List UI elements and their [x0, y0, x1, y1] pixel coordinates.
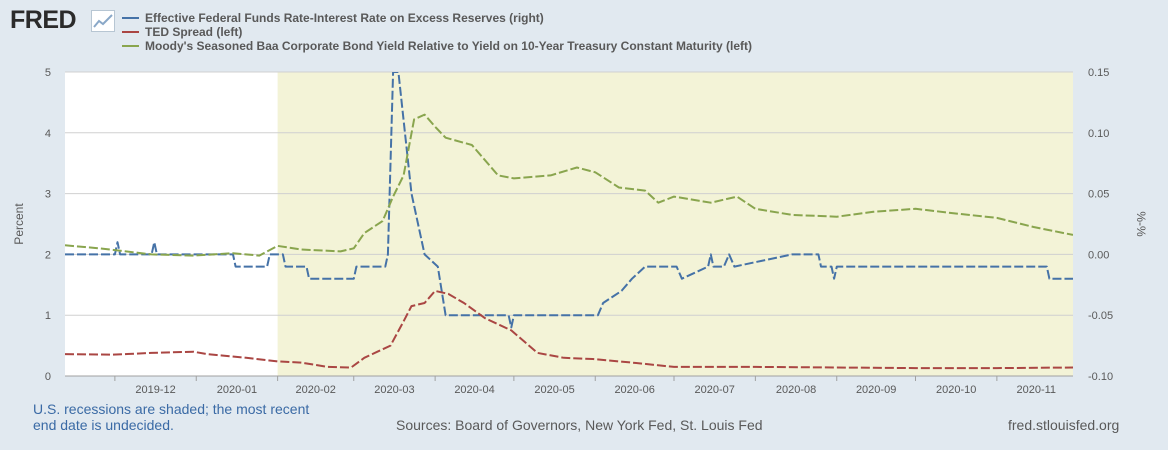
x-tick-label: 2020-01: [217, 384, 257, 396]
series-line-1[interactable]: [65, 289, 1073, 370]
chart-legend: Effective Federal Funds Rate-Interest Ra…: [122, 11, 752, 53]
left-tick-label: 2: [45, 249, 51, 261]
right-tick-label: -0.05: [1088, 310, 1113, 322]
legend-label: TED Spread (left): [145, 25, 243, 39]
x-tick-label: 2020-10: [936, 384, 976, 396]
legend-swatch-red: [122, 31, 139, 33]
legend-item-ted-spread[interactable]: TED Spread (left): [122, 25, 752, 39]
legend-swatch-blue: [122, 17, 139, 19]
x-tick-label: 2020-09: [856, 384, 896, 396]
x-tick-label: 2020-02: [296, 384, 336, 396]
legend-label: Moody's Seasoned Baa Corporate Bond Yiel…: [145, 39, 752, 53]
right-tick-label: 0.05: [1088, 189, 1109, 201]
x-tick-label: 2020-11: [1016, 384, 1056, 396]
recession-shading: [277, 72, 1073, 376]
legend-item-ffr-ioer[interactable]: Effective Federal Funds Rate-Interest Ra…: [122, 11, 752, 25]
legend-item-baa-spread[interactable]: Moody's Seasoned Baa Corporate Bond Yiel…: [122, 39, 752, 53]
fred-logo-chart-icon: [91, 10, 115, 32]
x-tick-label: 2020-06: [614, 384, 654, 396]
x-tick-label: 2020-04: [454, 384, 494, 396]
left-tick-label: 1: [45, 310, 51, 322]
left-tick-label: 3: [45, 189, 51, 201]
x-tick-label: 2019-12: [135, 384, 175, 396]
sources-text: Sources: Board of Governors, New York Fe…: [396, 417, 763, 433]
right-tick-label: 0.10: [1088, 128, 1109, 140]
x-tick-label: 2020-08: [776, 384, 816, 396]
left-tick-label: 4: [45, 128, 51, 140]
right-tick-label: 0.15: [1088, 67, 1109, 79]
legend-swatch-green: [122, 45, 139, 47]
x-tick-label: 2020-05: [534, 384, 574, 396]
left-axis-title: Percent: [12, 203, 26, 245]
fred-logo[interactable]: FRED: [10, 6, 77, 34]
x-tick-label: 2020-03: [374, 384, 414, 396]
source-url-link[interactable]: fred.stlouisfed.org: [1008, 417, 1120, 433]
recession-note: U.S. recessions are shaded; the most rec…: [33, 401, 310, 433]
legend-label: Effective Federal Funds Rate-Interest Ra…: [145, 11, 544, 25]
left-tick-label: 0: [45, 371, 51, 383]
right-tick-label: -0.10: [1088, 371, 1113, 383]
series-line-2[interactable]: [65, 113, 1073, 257]
left-tick-label: 5: [45, 67, 51, 79]
right-tick-label: 0.00: [1088, 249, 1109, 261]
right-axis-title: %-%: [1134, 211, 1148, 237]
x-tick-label: 2020-07: [695, 384, 735, 396]
series-line-0[interactable]: [65, 72, 1073, 329]
